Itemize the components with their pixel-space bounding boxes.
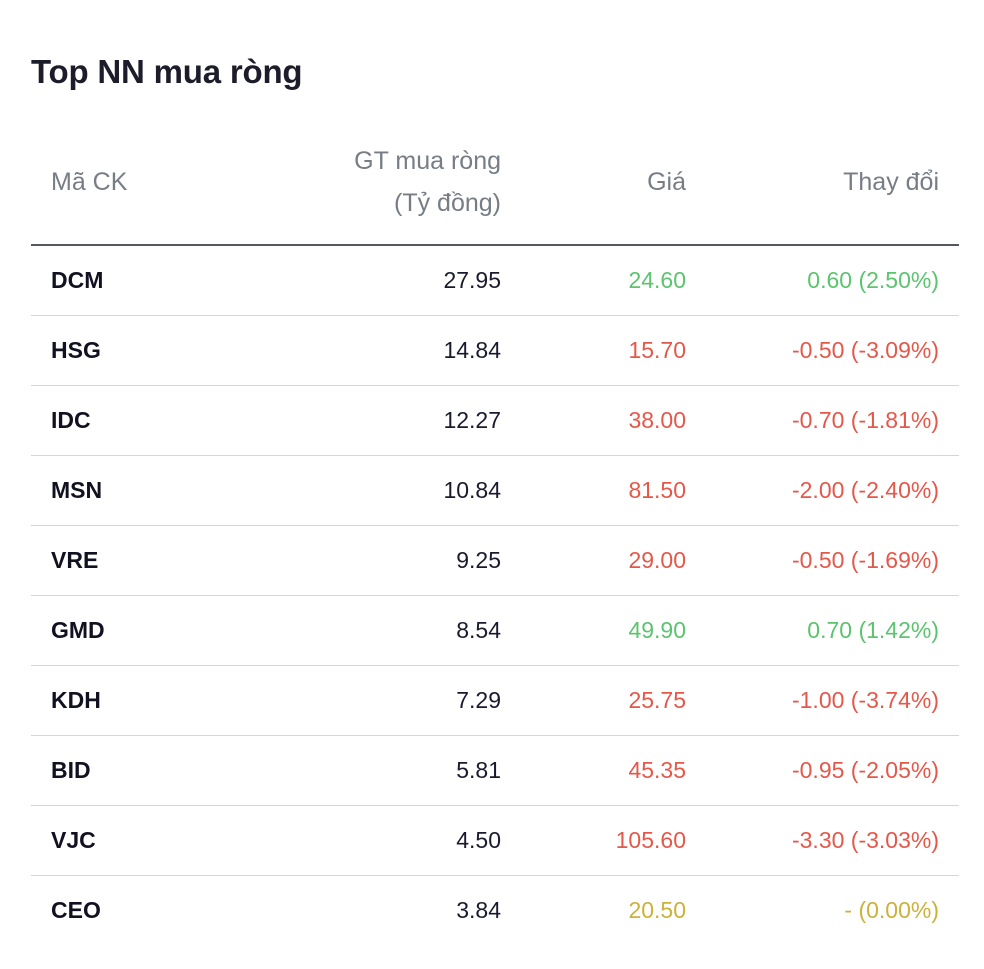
price-change: -3.30 (-3.03%) xyxy=(706,805,959,876)
net-buy-value: 5.81 xyxy=(211,735,521,806)
net-buy-value: 12.27 xyxy=(211,385,521,456)
table-row[interactable]: IDC 12.27 38.00 -0.70 (-1.81%) xyxy=(31,385,959,456)
top-foreign-net-buy-widget: Top NN mua ròng Mã CK GT mua ròng (Tỷ đồ… xyxy=(31,53,959,945)
table-row[interactable]: CEO 3.84 20.50 - (0.00%) xyxy=(31,876,959,946)
table-row[interactable]: HSG 14.84 15.70 -0.50 (-3.09%) xyxy=(31,315,959,386)
price-change: 0.70 (1.42%) xyxy=(706,595,959,666)
stock-price: 29.00 xyxy=(521,525,706,596)
stock-price: 49.90 xyxy=(521,595,706,666)
table-body: DCM 27.95 24.60 0.60 (2.50%) HSG 14.84 1… xyxy=(31,245,959,945)
table-header-row: Mã CK GT mua ròng (Tỷ đồng) Giá Thay đổi xyxy=(31,140,959,246)
net-buy-table: Mã CK GT mua ròng (Tỷ đồng) Giá Thay đổi… xyxy=(31,140,959,945)
net-buy-value: 27.95 xyxy=(211,245,521,316)
table-row[interactable]: GMD 8.54 49.90 0.70 (1.42%) xyxy=(31,595,959,666)
stock-price: 105.60 xyxy=(521,805,706,876)
table-header: Mã CK GT mua ròng (Tỷ đồng) Giá Thay đổi xyxy=(31,140,959,246)
price-change: - (0.00%) xyxy=(844,897,939,923)
stock-symbol[interactable]: VRE xyxy=(31,525,211,596)
stock-symbol[interactable]: VJC xyxy=(31,805,211,876)
net-buy-value: 4.50 xyxy=(211,805,521,876)
price-change: -0.50 (-1.69%) xyxy=(706,525,959,596)
net-buy-value: 8.54 xyxy=(211,595,521,666)
table-row[interactable]: KDH 7.29 25.75 -1.00 (-3.74%) xyxy=(31,665,959,736)
stock-symbol[interactable]: MSN xyxy=(31,455,211,526)
net-buy-value: 14.84 xyxy=(211,315,521,386)
column-header-change[interactable]: Thay đổi xyxy=(706,140,959,246)
price-change: -0.95 (-2.05%) xyxy=(706,735,959,806)
price-change: 0.60 (2.50%) xyxy=(706,245,959,316)
net-buy-value: 3.84 xyxy=(456,897,501,923)
stock-symbol[interactable]: CEO xyxy=(51,897,101,923)
table-row[interactable]: DCM 27.95 24.60 0.60 (2.50%) xyxy=(31,245,959,316)
column-header-net-value[interactable]: GT mua ròng (Tỷ đồng) xyxy=(211,140,521,246)
table-row[interactable]: BID 5.81 45.35 -0.95 (-2.05%) xyxy=(31,735,959,806)
table-row[interactable]: MSN 10.84 81.50 -2.00 (-2.40%) xyxy=(31,455,959,526)
stock-price: 24.60 xyxy=(521,245,706,316)
column-header-net-value-line1: GT mua ròng xyxy=(354,147,501,175)
table-row[interactable]: VRE 9.25 29.00 -0.50 (-1.69%) xyxy=(31,525,959,596)
stock-price: 25.75 xyxy=(521,665,706,736)
price-change: -0.50 (-3.09%) xyxy=(706,315,959,386)
stock-symbol[interactable]: HSG xyxy=(31,315,211,386)
stock-price: 81.50 xyxy=(521,455,706,526)
column-header-symbol[interactable]: Mã CK xyxy=(31,140,211,246)
stock-price: 15.70 xyxy=(521,315,706,386)
table-row[interactable]: VJC 4.50 105.60 -3.30 (-3.03%) xyxy=(31,805,959,876)
stock-symbol[interactable]: DCM xyxy=(31,245,211,316)
stock-symbol[interactable]: GMD xyxy=(31,595,211,666)
stock-symbol[interactable]: KDH xyxy=(31,665,211,736)
stock-price: 38.00 xyxy=(521,385,706,456)
net-buy-value: 7.29 xyxy=(211,665,521,736)
stock-price: 45.35 xyxy=(521,735,706,806)
stock-price: 20.50 xyxy=(628,897,686,923)
stock-symbol[interactable]: IDC xyxy=(31,385,211,456)
net-buy-value: 9.25 xyxy=(211,525,521,596)
column-header-price[interactable]: Giá xyxy=(521,140,706,246)
net-buy-value: 10.84 xyxy=(211,455,521,526)
price-change: -1.00 (-3.74%) xyxy=(706,665,959,736)
price-change: -0.70 (-1.81%) xyxy=(706,385,959,456)
page-title: Top NN mua ròng xyxy=(31,53,303,90)
stock-symbol[interactable]: BID xyxy=(31,735,211,806)
price-change: -2.00 (-2.40%) xyxy=(706,455,959,526)
column-header-net-value-line2: (Tỷ đồng) xyxy=(394,189,501,217)
